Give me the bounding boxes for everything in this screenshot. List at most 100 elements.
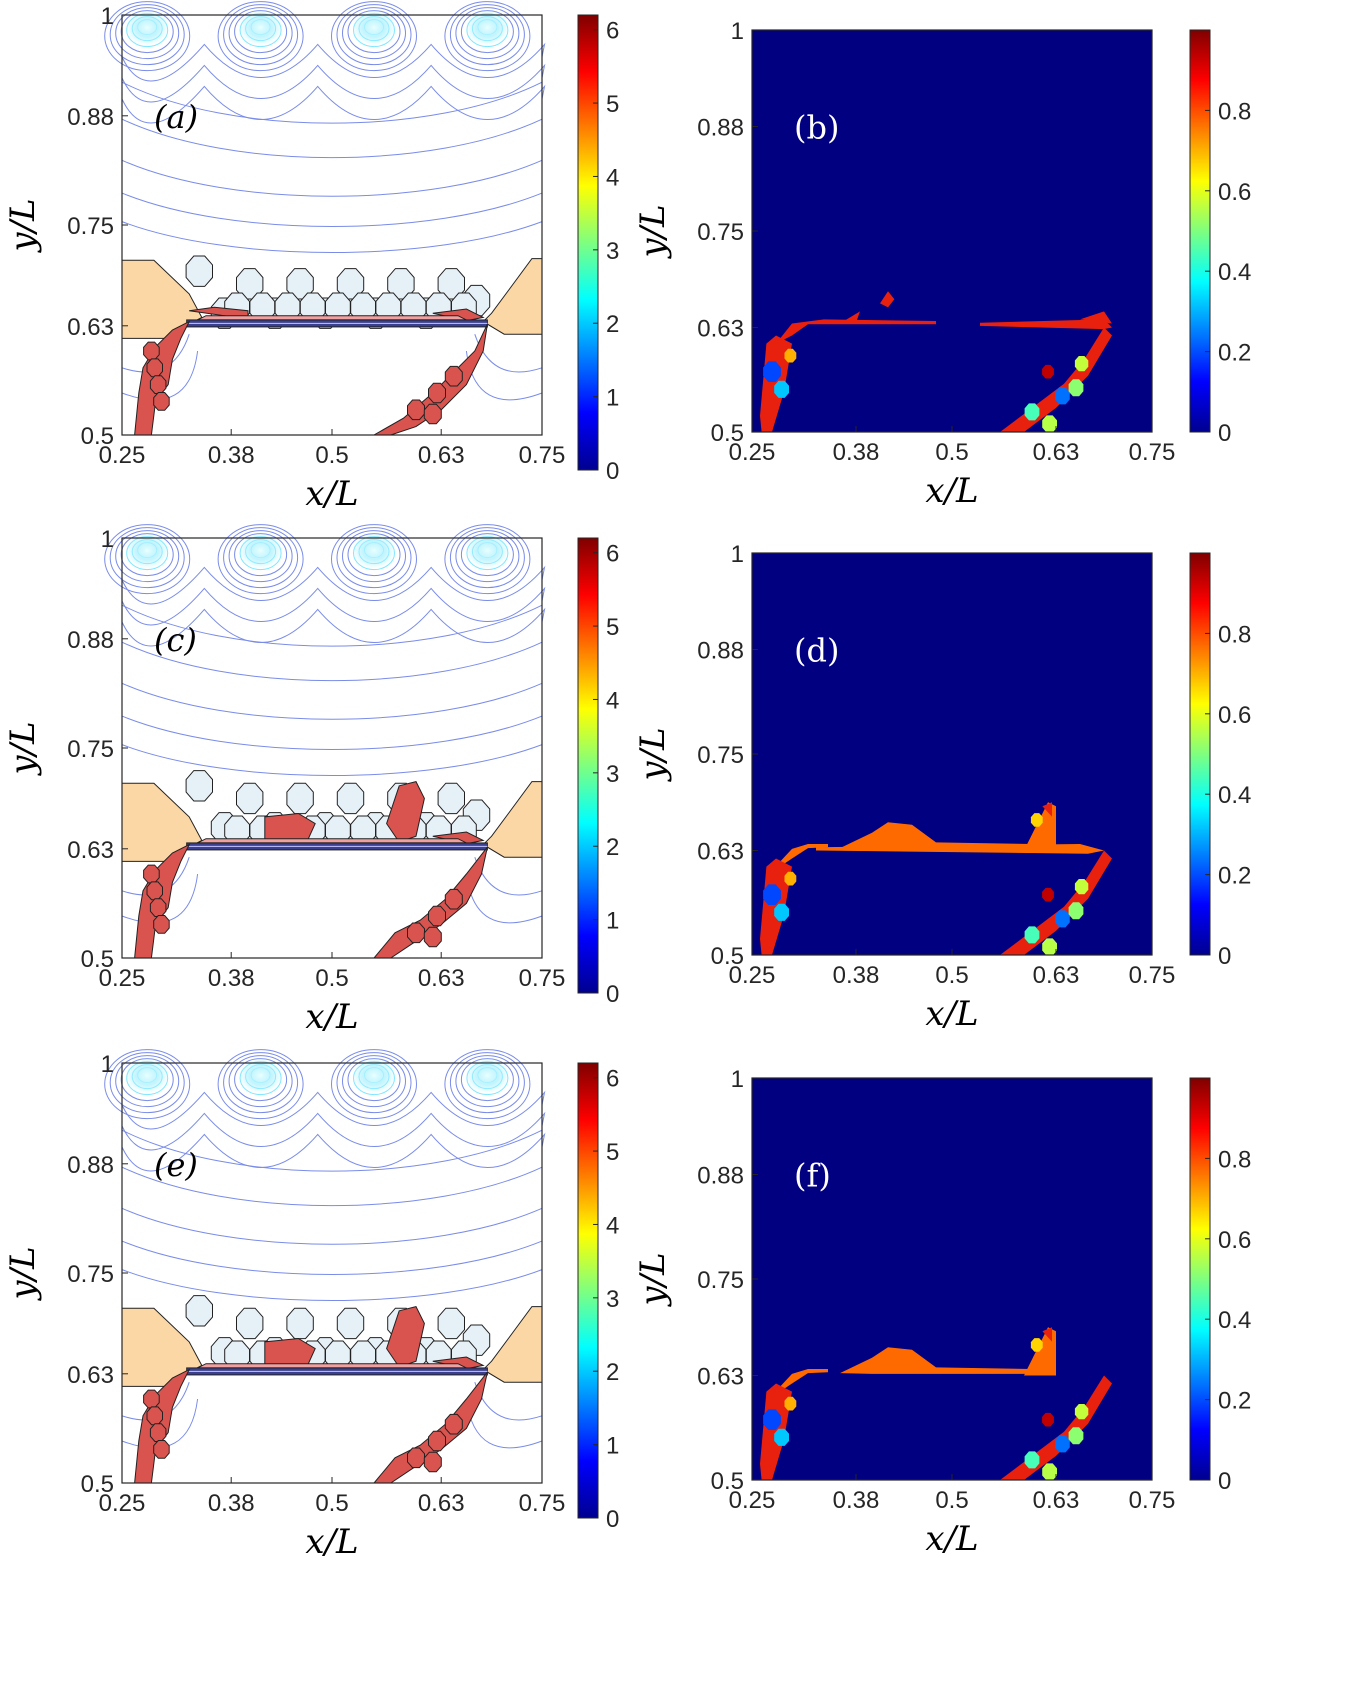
grain	[437, 782, 465, 815]
orange-region-right	[482, 258, 543, 335]
x-tick-label: 0.38	[208, 1490, 255, 1517]
x-tick-label: 0.25	[729, 439, 776, 466]
contour	[217, 524, 304, 595]
damage-grain-orange	[784, 871, 797, 886]
panel-label: (e)	[154, 1146, 198, 1184]
y-tick-label: 0.63	[67, 837, 114, 864]
grain-damaged	[444, 365, 463, 387]
y-axis-label: y/L	[633, 727, 673, 782]
contour	[121, 565, 546, 605]
y-tick-label: 0.88	[67, 627, 114, 654]
contour	[342, 530, 406, 583]
y-tick-label: 1	[101, 1051, 114, 1078]
y-tick-label: 0.88	[697, 1162, 744, 1189]
x-tick-label: 0.25	[99, 965, 146, 992]
colorbar-tick-label: 0.8	[1218, 621, 1251, 648]
colorbar-tick-label: 5	[606, 91, 619, 118]
contour	[121, 81, 543, 124]
damage-grain-green	[1024, 1451, 1040, 1469]
damage-crack	[768, 1369, 828, 1400]
damage-grain-green	[1068, 1427, 1084, 1445]
contour	[109, 4, 185, 66]
colorbar-tick-label: 0.2	[1218, 340, 1251, 367]
contour	[121, 715, 543, 750]
colorbar-tick-label: 0.6	[1218, 179, 1251, 206]
contour	[342, 1055, 406, 1108]
damage-grain-darkred	[1042, 887, 1054, 902]
damage-grain-lime	[1042, 415, 1057, 433]
contour	[444, 1, 531, 72]
source-glow	[238, 1057, 283, 1094]
colorbar-tick-label: 5	[606, 1139, 619, 1166]
contour	[121, 84, 546, 124]
colorbar-tick-label: 4	[606, 164, 619, 191]
contour	[121, 873, 199, 924]
x-axis-label: x/L	[925, 1519, 978, 1559]
grain-damaged	[153, 1440, 170, 1459]
colorbar-tick-label: 3	[606, 1286, 619, 1313]
contour	[121, 221, 543, 253]
damage-patch	[1042, 802, 1052, 817]
damage-patch-yellow	[1030, 813, 1043, 827]
contour	[121, 607, 546, 647]
plot-area	[752, 553, 1152, 955]
colorbar-tick-label: 1	[606, 1433, 619, 1460]
panel-d: 0.25 0.38 0.5 0.63 0.75 0.5 0.63 0.75 0.88 1 x/L y/…	[633, 541, 1251, 1034]
colorbar	[1189, 552, 1211, 956]
colorbar-tick-label: 0	[606, 1506, 619, 1533]
colorbar-tick-label: 0.4	[1218, 782, 1251, 809]
x-tick-label: 0.63	[418, 965, 465, 992]
damage-grain-green	[1024, 403, 1040, 421]
contour	[121, 1132, 546, 1172]
contour	[331, 524, 417, 595]
y-tick-label: 0.88	[697, 637, 744, 664]
grain	[236, 782, 264, 815]
contour	[121, 1240, 543, 1275]
grain	[286, 782, 314, 815]
y-tick-label: 0.63	[67, 1362, 114, 1389]
contour	[121, 192, 543, 227]
orange-region-right	[482, 781, 543, 858]
x-tick-label: 0.5	[935, 1487, 968, 1514]
x-tick-label: 0.75	[1129, 1487, 1176, 1514]
damage-grain-lime	[1042, 1463, 1057, 1481]
grain-damaged	[407, 399, 425, 421]
colorbar-tick-label: 6	[606, 541, 619, 568]
contour	[121, 350, 199, 401]
damage-patch	[1024, 802, 1056, 851]
damage-crack	[980, 319, 1112, 330]
source-glow	[352, 1057, 396, 1094]
y-tick-label: 0.5	[711, 943, 744, 970]
contour	[223, 527, 299, 589]
contour	[109, 527, 185, 589]
colorbar-tick-label: 6	[606, 1066, 619, 1093]
y-tick-label: 0.5	[81, 423, 114, 450]
colorbar-tick-label: 0.4	[1218, 1307, 1251, 1334]
contour	[121, 744, 543, 776]
y-axis-label: y/L	[3, 198, 43, 253]
x-tick-label: 0.75	[1129, 962, 1176, 989]
x-tick-label: 0.63	[418, 442, 465, 469]
x-tick-label: 0.38	[833, 1487, 880, 1514]
y-axis-label: y/L	[3, 1246, 43, 1301]
contour	[455, 530, 520, 583]
contour	[449, 4, 525, 66]
colorbar-tick-label: 4	[606, 1212, 619, 1239]
contour	[121, 1166, 543, 1207]
colorbar	[1189, 29, 1211, 433]
colorbar-tick-label: 2	[606, 834, 619, 861]
panel-b: 0.25 0.38 0.5 0.63 0.75 0.5 0.63 0.75 0.88 1 x/L y/…	[633, 18, 1251, 511]
grain	[185, 255, 213, 287]
contour	[449, 1052, 525, 1114]
x-axis-label: x/L	[305, 1522, 358, 1562]
contour	[223, 4, 299, 66]
panel-f: 0.25 0.38 0.5 0.63 0.75 0.5 0.63 0.75 0.88 1 x/L y/…	[633, 1066, 1251, 1559]
plot-area	[752, 30, 1152, 432]
contour	[121, 1207, 543, 1245]
x-axis-label: x/L	[925, 994, 978, 1034]
grain	[286, 1307, 314, 1340]
contour	[331, 1, 417, 72]
y-tick-label: 0.75	[67, 213, 114, 240]
source-glow	[125, 1057, 170, 1094]
panel-label: (d)	[794, 631, 839, 669]
